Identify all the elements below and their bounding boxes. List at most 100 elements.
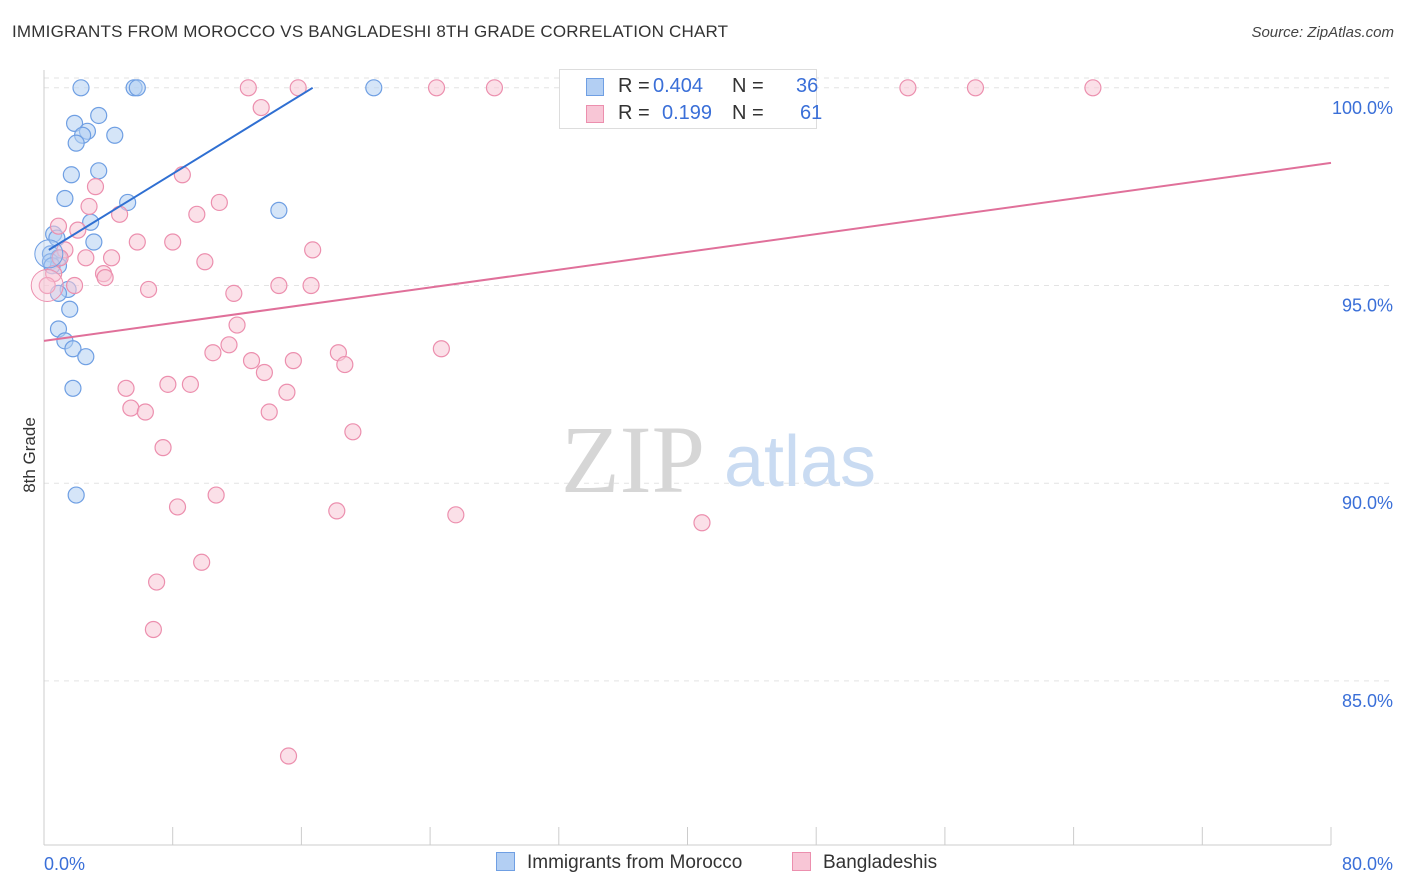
point-bangladeshis-2 — [427, 79, 446, 97]
legend-n-value-bangladeshis: 61 — [800, 102, 823, 124]
point-morocco-2 — [128, 79, 146, 97]
point-bangladeshis-44 — [278, 383, 296, 401]
point-bangladeshis-21 — [102, 249, 121, 267]
x-tick-label-min: 0.0% — [44, 854, 85, 874]
watermark-atlas: atlas — [724, 422, 876, 502]
point-morocco-12 — [56, 189, 74, 208]
point-morocco-8 — [106, 126, 124, 144]
point-bangladeshis-0 — [239, 79, 257, 97]
point-bangladeshis-cluster — [30, 268, 64, 302]
point-bangladeshis-48 — [344, 423, 362, 441]
point-bangladeshis-54 — [693, 514, 711, 532]
point-morocco-3 — [365, 79, 383, 97]
data-points — [30, 79, 1102, 765]
point-morocco-cluster — [34, 239, 64, 269]
point-bangladeshis-18 — [304, 241, 322, 259]
point-bangladeshis-38 — [284, 352, 302, 370]
point-morocco-32 — [67, 486, 85, 504]
gridlines — [44, 77, 1394, 682]
point-bangladeshis-34 — [204, 344, 222, 362]
point-bangladeshis-53 — [447, 506, 465, 524]
point-bangladeshis-22 — [51, 249, 69, 267]
axes — [43, 70, 1332, 846]
point-bangladeshis-10 — [80, 197, 98, 216]
point-bangladeshis-7 — [252, 98, 270, 117]
point-bangladeshis-56 — [148, 573, 166, 591]
stats-legend: R = 0.404 N = 36 R = 0.199 N = 61 — [559, 69, 822, 129]
tick-labels: 85.0% 90.0% 95.0% 100.0% 0.0% 80.0% — [44, 98, 1393, 874]
point-bangladeshis-31 — [225, 284, 243, 303]
y-tick-label-95: 95.0% — [1342, 295, 1393, 315]
point-morocco-18 — [85, 233, 103, 251]
y-axis-label: 8th Grade — [20, 417, 39, 493]
point-morocco-11 — [90, 162, 108, 180]
point-bangladeshis-49 — [154, 439, 172, 457]
point-bangladeshis-36 — [432, 340, 450, 358]
watermark: ZIP atlas — [561, 406, 876, 513]
point-bangladeshis-55 — [193, 553, 211, 571]
point-bangladeshis-26 — [96, 268, 114, 287]
legend-n-value-morocco: 36 — [796, 75, 819, 97]
point-bangladeshis-46 — [136, 403, 154, 421]
point-morocco-10 — [62, 166, 80, 184]
point-bangladeshis-27 — [302, 276, 320, 295]
point-bangladeshis-50 — [207, 486, 225, 504]
point-bangladeshis-30 — [139, 280, 158, 299]
point-bangladeshis-37 — [242, 352, 261, 370]
y-tick-label-85: 85.0% — [1342, 691, 1393, 711]
point-bangladeshis-9 — [86, 178, 105, 196]
point-morocco-26 — [61, 300, 79, 318]
legend-n-label: N = — [732, 75, 764, 97]
point-bangladeshis-47 — [260, 403, 278, 421]
point-bangladeshis-58 — [279, 747, 298, 765]
point-bangladeshis-43 — [181, 375, 199, 393]
chart-title: IMMIGRANTS FROM MOROCCO VS BANGLADESHI 8… — [12, 22, 729, 41]
legend-r-label: R = — [618, 75, 650, 97]
y-tick-label-100: 100.0% — [1332, 98, 1393, 118]
watermark-zip: ZIP — [561, 406, 705, 513]
point-bangladeshis-39 — [336, 355, 354, 374]
point-bangladeshis-33 — [220, 336, 238, 354]
legend-swatch-morocco — [496, 852, 515, 871]
point-bangladeshis-11 — [210, 193, 228, 212]
point-bangladeshis-14 — [49, 217, 68, 235]
legend-swatch-morocco — [586, 78, 604, 96]
point-bangladeshis-52 — [328, 502, 346, 520]
point-bangladeshis-6 — [1084, 79, 1102, 97]
legend-swatch-bangladeshis — [586, 105, 604, 123]
point-morocco-4 — [90, 106, 108, 125]
point-bangladeshis-42 — [159, 375, 177, 393]
legend-r-value-bangladeshis: 0.199 — [662, 102, 713, 124]
point-bangladeshis-3 — [485, 79, 504, 97]
point-bangladeshis-17 — [164, 233, 182, 251]
point-bangladeshis-32 — [228, 316, 246, 334]
point-morocco-29 — [64, 340, 82, 358]
trend-lines — [43, 86, 1332, 342]
trend-line-morocco — [48, 86, 314, 251]
point-morocco-9 — [67, 134, 85, 152]
point-bangladeshis-28 — [65, 276, 84, 295]
point-bangladeshis-45 — [122, 399, 140, 417]
point-morocco-0 — [72, 79, 90, 97]
legend-label-bangladeshis: Bangladeshis — [823, 852, 938, 873]
point-bangladeshis-4 — [899, 79, 917, 97]
trend-line-bangladeshis — [43, 161, 1332, 342]
point-bangladeshis-40 — [255, 363, 273, 382]
point-bangladeshis-13 — [188, 205, 206, 223]
legend-n-label: N = — [732, 102, 764, 124]
legend-item-bangladeshis[interactable]: Bangladeshis — [792, 852, 937, 874]
point-bangladeshis-23 — [196, 253, 214, 271]
point-morocco-5 — [65, 114, 84, 132]
legend-label-morocco: Immigrants from Morocco — [527, 852, 743, 873]
point-morocco-14 — [270, 201, 288, 219]
point-bangladeshis-57 — [144, 620, 162, 639]
point-morocco-31 — [64, 379, 82, 397]
legend-swatch-bangladeshis — [792, 852, 811, 871]
source-label: Source: ZipAtlas.com — [1251, 24, 1394, 41]
point-bangladeshis-16 — [128, 233, 146, 251]
legend-r-value-morocco: 0.404 — [653, 75, 704, 97]
point-bangladeshis-51 — [168, 498, 187, 516]
legend-item-morocco[interactable]: Immigrants from Morocco — [496, 852, 742, 874]
point-bangladeshis-20 — [77, 249, 95, 267]
